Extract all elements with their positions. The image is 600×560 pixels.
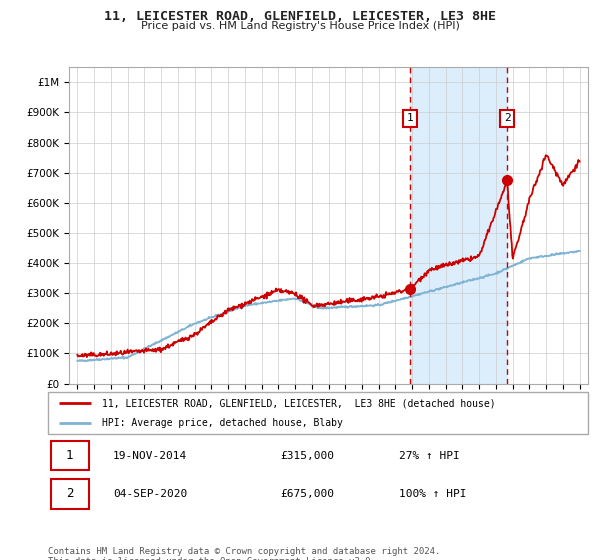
Text: 19-NOV-2014: 19-NOV-2014: [113, 451, 187, 461]
Text: HPI: Average price, detached house, Blaby: HPI: Average price, detached house, Blab…: [102, 418, 343, 428]
Text: 2: 2: [504, 114, 511, 123]
Text: 1: 1: [66, 449, 73, 463]
Text: 27% ↑ HPI: 27% ↑ HPI: [399, 451, 460, 461]
Text: £315,000: £315,000: [280, 451, 334, 461]
Text: 11, LEICESTER ROAD, GLENFIELD, LEICESTER,  LE3 8HE (detached house): 11, LEICESTER ROAD, GLENFIELD, LEICESTER…: [102, 398, 496, 408]
Text: 11, LEICESTER ROAD, GLENFIELD, LEICESTER, LE3 8HE: 11, LEICESTER ROAD, GLENFIELD, LEICESTER…: [104, 10, 496, 22]
Text: Contains HM Land Registry data © Crown copyright and database right 2024.
This d: Contains HM Land Registry data © Crown c…: [48, 547, 440, 560]
FancyBboxPatch shape: [50, 479, 89, 508]
Text: £675,000: £675,000: [280, 489, 334, 499]
Text: 2: 2: [66, 487, 73, 501]
Text: 1: 1: [407, 114, 413, 123]
FancyBboxPatch shape: [48, 392, 588, 434]
Text: Price paid vs. HM Land Registry's House Price Index (HPI): Price paid vs. HM Land Registry's House …: [140, 21, 460, 31]
Bar: [410, 67, 507, 384]
FancyBboxPatch shape: [50, 441, 89, 470]
Text: 100% ↑ HPI: 100% ↑ HPI: [399, 489, 467, 499]
Text: 04-SEP-2020: 04-SEP-2020: [113, 489, 187, 499]
